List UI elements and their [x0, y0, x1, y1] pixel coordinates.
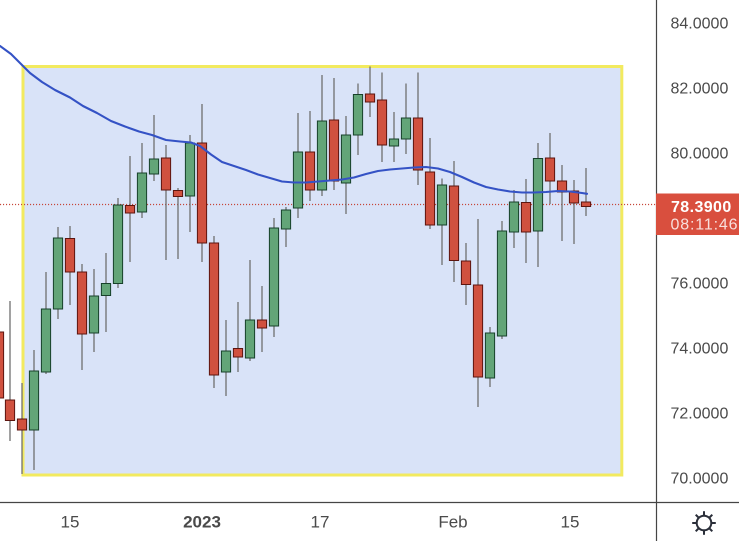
svg-text:15: 15	[561, 513, 580, 532]
svg-text:80.0000: 80.0000	[671, 146, 729, 163]
svg-text:76.0000: 76.0000	[671, 276, 729, 293]
svg-text:2023: 2023	[183, 513, 221, 532]
svg-text:72.0000: 72.0000	[671, 406, 729, 423]
svg-text:70.0000: 70.0000	[671, 471, 729, 488]
svg-text:17: 17	[311, 513, 330, 532]
svg-text:15: 15	[61, 513, 80, 532]
svg-text:78.3900: 78.3900	[671, 199, 732, 216]
svg-text:74.0000: 74.0000	[671, 341, 729, 358]
svg-text:Feb: Feb	[438, 513, 467, 532]
svg-text:84.0000: 84.0000	[671, 16, 729, 33]
svg-text:08:11:46: 08:11:46	[671, 216, 739, 233]
svg-text:82.0000: 82.0000	[671, 81, 729, 98]
